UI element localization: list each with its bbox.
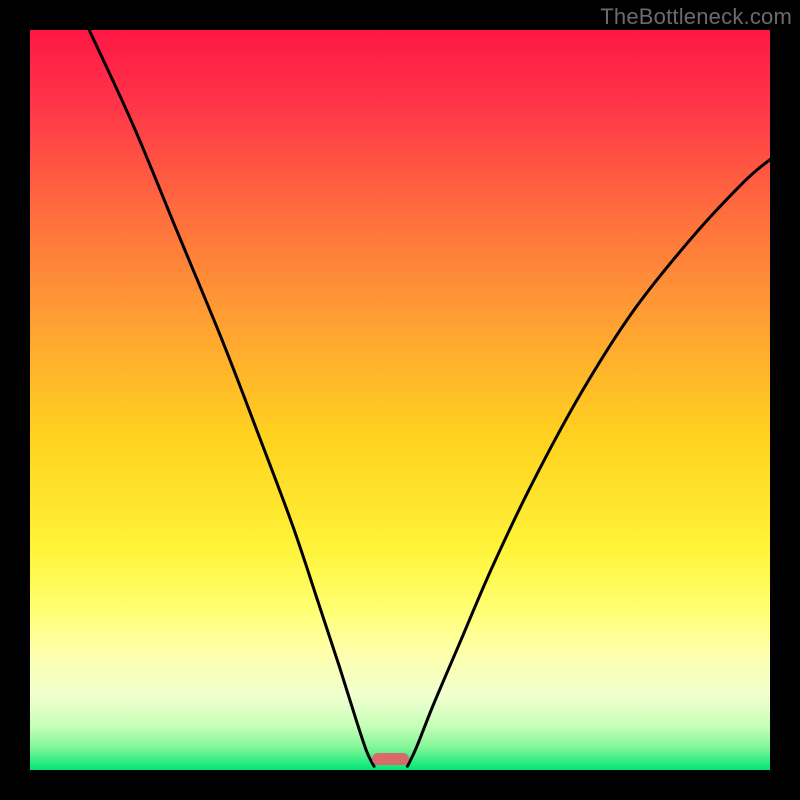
canvas: TheBottleneck.com xyxy=(0,0,800,800)
chart-plot-area xyxy=(30,30,770,770)
watermark-text: TheBottleneck.com xyxy=(600,4,792,30)
bottleneck-curve xyxy=(30,30,770,770)
optimal-range-marker xyxy=(372,753,409,765)
